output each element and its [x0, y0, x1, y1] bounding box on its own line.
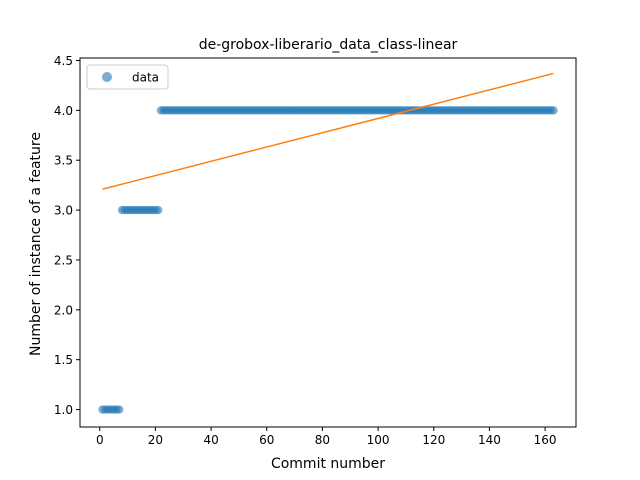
- y-tick-label: 4.0: [54, 104, 73, 118]
- data-point: [154, 205, 163, 215]
- fit-line: [102, 72, 554, 190]
- data-point: [115, 405, 124, 414]
- legend-marker-data: [102, 72, 112, 82]
- y-axis: 1.0 1.5 2.0 2.5 3.0 3.5 4.0 4.5: [54, 54, 80, 417]
- x-tick-label: 60: [259, 433, 274, 447]
- axes-border: [79, 57, 577, 428]
- chart-title: de-grobox-liberario_data_class-linear: [199, 37, 458, 53]
- y-tick-label: 2.5: [54, 253, 73, 267]
- x-tick-label: 80: [315, 433, 330, 447]
- y-axis-label: Number of instance of a feature: [28, 132, 44, 356]
- x-tick-label: 20: [148, 433, 163, 447]
- y-tick-label: 3.5: [54, 154, 73, 168]
- y-tick-label: 1.0: [54, 403, 73, 417]
- legend-box: [86, 64, 169, 90]
- axes-frame: [79, 57, 577, 428]
- data-point: [549, 106, 558, 115]
- plot-area: [98, 72, 558, 414]
- y-tick-label: 3.0: [54, 204, 73, 218]
- y-tick-label: 1.5: [54, 353, 73, 367]
- x-tick-label: 120: [422, 433, 445, 447]
- legend: data: [86, 64, 169, 90]
- x-tick-label: 160: [534, 433, 557, 447]
- x-tick-label: 140: [478, 433, 501, 447]
- legend-label-data: data: [132, 71, 159, 85]
- y-tick-label: 4.5: [54, 54, 73, 68]
- x-tick-label: 40: [203, 433, 218, 447]
- x-tick-label: 0: [96, 433, 104, 447]
- x-axis-label: Commit number: [271, 456, 385, 472]
- y-tick-label: 2.0: [54, 303, 73, 317]
- x-axis: 0 20 40 60 80 100 120 140 160: [96, 427, 557, 447]
- x-tick-label: 100: [367, 433, 390, 447]
